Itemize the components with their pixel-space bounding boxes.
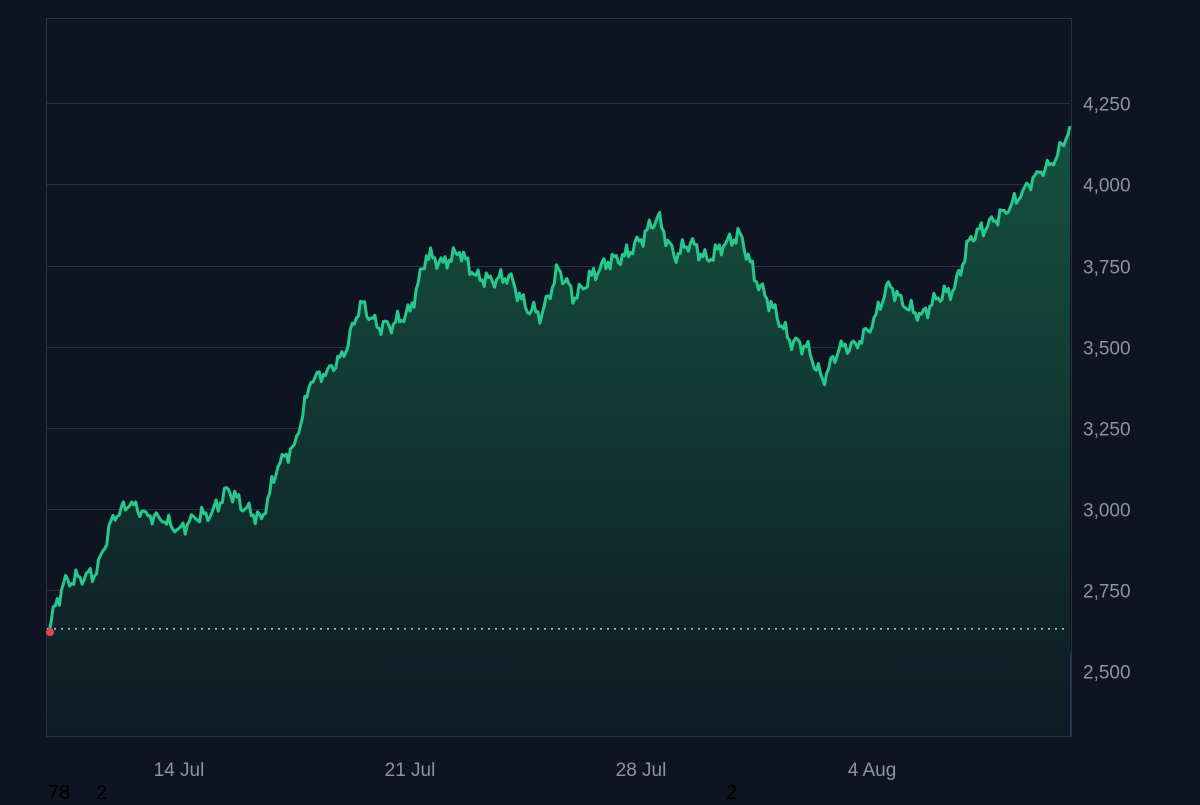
x-axis-labels: 14 Jul 21 Jul 28 Jul 4 Aug bbox=[154, 760, 897, 781]
stray-text-c: 2 bbox=[726, 782, 738, 804]
price-area bbox=[47, 126, 1070, 737]
y-tick-label: 3,500 bbox=[1083, 339, 1131, 360]
y-axis-labels: 2,500 2,750 3,000 3,250 3,500 3,750 4,000 4,250 bbox=[1083, 95, 1131, 684]
stray-text-b: 2 bbox=[96, 782, 108, 804]
x-tick-label: 4 Aug bbox=[848, 760, 897, 781]
y-tick-label: 3,250 bbox=[1083, 420, 1131, 441]
y-tick-label: 3,000 bbox=[1083, 501, 1131, 522]
x-tick-label: 21 Jul bbox=[385, 760, 436, 781]
x-tick-label: 28 Jul bbox=[616, 760, 667, 781]
y-tick-label: 2,500 bbox=[1083, 663, 1131, 684]
stray-text-a: 78 bbox=[48, 782, 71, 804]
x-tick-label: 14 Jul bbox=[154, 760, 205, 781]
y-tick-label: 3,750 bbox=[1083, 258, 1131, 279]
start-point-marker bbox=[46, 628, 54, 637]
y-tick-label: 4,000 bbox=[1083, 176, 1131, 197]
y-tick-label: 4,250 bbox=[1083, 95, 1131, 116]
plot-frame bbox=[46, 18, 1072, 737]
price-line bbox=[46, 125, 1072, 634]
y-tick-label: 2,750 bbox=[1083, 582, 1131, 603]
